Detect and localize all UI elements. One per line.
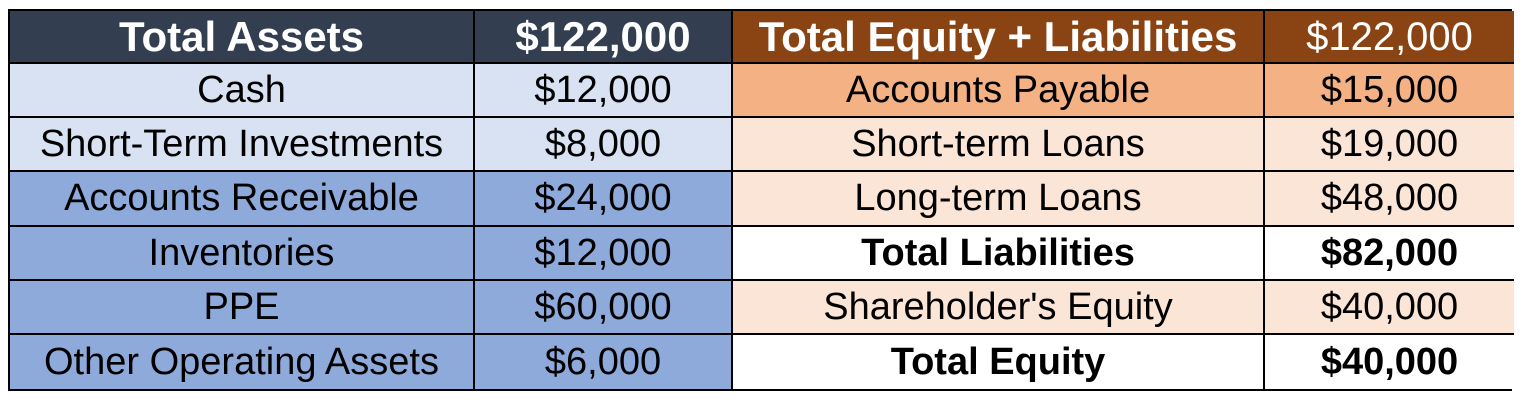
assets-header-value: $122,000: [475, 11, 733, 64]
cash-label: Cash: [10, 64, 475, 119]
inventories-label: Inventories: [10, 226, 475, 281]
other-operating-assets-label: Other Operating Assets: [10, 334, 475, 389]
short-term-investments-label: Short-Term Investments: [10, 118, 475, 173]
accounts-payable-label: Accounts Payable: [733, 64, 1265, 119]
long-term-loans-label: Long-term Loans: [733, 172, 1265, 227]
total-liabilities-label: Total Liabilities: [733, 226, 1265, 281]
accounts-payable-value: $15,000: [1265, 64, 1514, 119]
shareholders-equity-value: $40,000: [1265, 280, 1514, 335]
accounts-receivable-label: Accounts Receivable: [10, 172, 475, 227]
balance-sheet-table: Total Assets $122,000 Total Equity + Lia…: [8, 9, 1514, 391]
liabilities-header-label: Total Equity + Liabilities: [733, 11, 1265, 64]
short-term-loans-value: $19,000: [1265, 118, 1514, 173]
liabilities-header-value: $122,000: [1265, 11, 1514, 64]
ppe-value: $60,000: [475, 280, 733, 335]
shareholders-equity-label: Shareholder's Equity: [733, 280, 1265, 335]
total-equity-label: Total Equity: [733, 334, 1265, 389]
total-liabilities-value: $82,000: [1265, 226, 1514, 281]
other-operating-assets-value: $6,000: [475, 334, 733, 389]
ppe-label: PPE: [10, 280, 475, 335]
assets-header-label: Total Assets: [10, 11, 475, 64]
short-term-loans-label: Short-term Loans: [733, 118, 1265, 173]
long-term-loans-value: $48,000: [1265, 172, 1514, 227]
inventories-value: $12,000: [475, 226, 733, 281]
short-term-investments-value: $8,000: [475, 118, 733, 173]
accounts-receivable-value: $24,000: [475, 172, 733, 227]
total-equity-value: $40,000: [1265, 334, 1514, 389]
cash-value: $12,000: [475, 64, 733, 119]
